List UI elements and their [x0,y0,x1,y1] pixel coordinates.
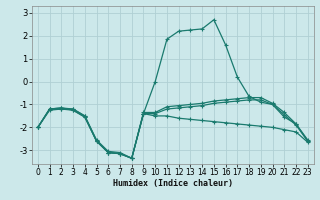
X-axis label: Humidex (Indice chaleur): Humidex (Indice chaleur) [113,179,233,188]
